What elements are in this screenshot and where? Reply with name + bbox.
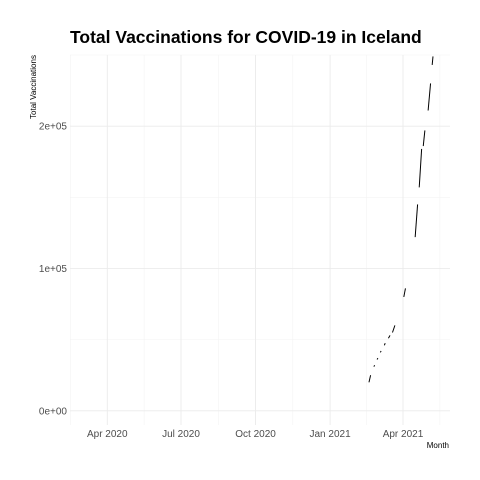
series-line-segment — [391, 325, 396, 333]
series-line-segment — [414, 204, 419, 238]
series-line-segment — [403, 288, 406, 298]
minor-gridlines — [70, 54, 450, 425]
x-tick-label: Jan 2021 — [310, 429, 352, 440]
y-tick-label: 1e+05 — [39, 264, 68, 275]
y-axis-title: Total Vaccinations — [29, 55, 38, 119]
chart-title: Total Vaccinations for COVID-19 in Icela… — [70, 27, 422, 47]
series-line-segment — [387, 335, 391, 339]
x-tick-label: Oct 2020 — [235, 429, 276, 440]
x-axis-tick-labels: Apr 2020 Jul 2020 Oct 2020 Jan 2021 Apr 2021 — [87, 429, 424, 440]
y-tick-label: 2e+05 — [39, 122, 68, 133]
x-axis-title: Month — [427, 441, 449, 450]
series-line-segment — [373, 364, 376, 367]
x-tick-label: Apr 2020 — [87, 429, 128, 440]
series-line-segment — [383, 342, 386, 346]
major-gridlines — [70, 55, 450, 425]
x-tick-label: Jul 2020 — [162, 429, 200, 440]
y-axis-tick-labels: 0e+00 1e+05 2e+05 — [39, 122, 68, 418]
y-tick-label: 0e+00 — [39, 406, 68, 417]
series-line-segment — [431, 56, 434, 66]
series-line-segment — [427, 83, 432, 111]
series-line-segment — [418, 148, 423, 188]
series-line-segment — [376, 357, 379, 360]
series-line-segment — [379, 350, 382, 353]
x-tick-label: Apr 2021 — [383, 429, 424, 440]
data-series — [368, 56, 434, 383]
series-line-segment — [368, 375, 372, 383]
series-line-segment — [422, 130, 426, 147]
